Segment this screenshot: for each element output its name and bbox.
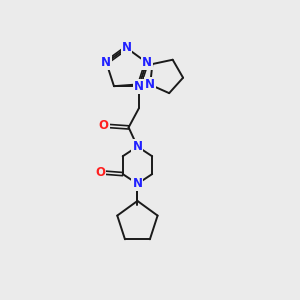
Text: O: O [95, 166, 105, 179]
Text: O: O [99, 119, 109, 132]
Text: N: N [122, 41, 131, 54]
Text: N: N [132, 140, 142, 153]
Text: N: N [101, 56, 111, 69]
Text: N: N [132, 177, 142, 190]
Text: N: N [145, 78, 155, 91]
Text: N: N [142, 56, 152, 69]
Text: N: N [134, 80, 144, 93]
